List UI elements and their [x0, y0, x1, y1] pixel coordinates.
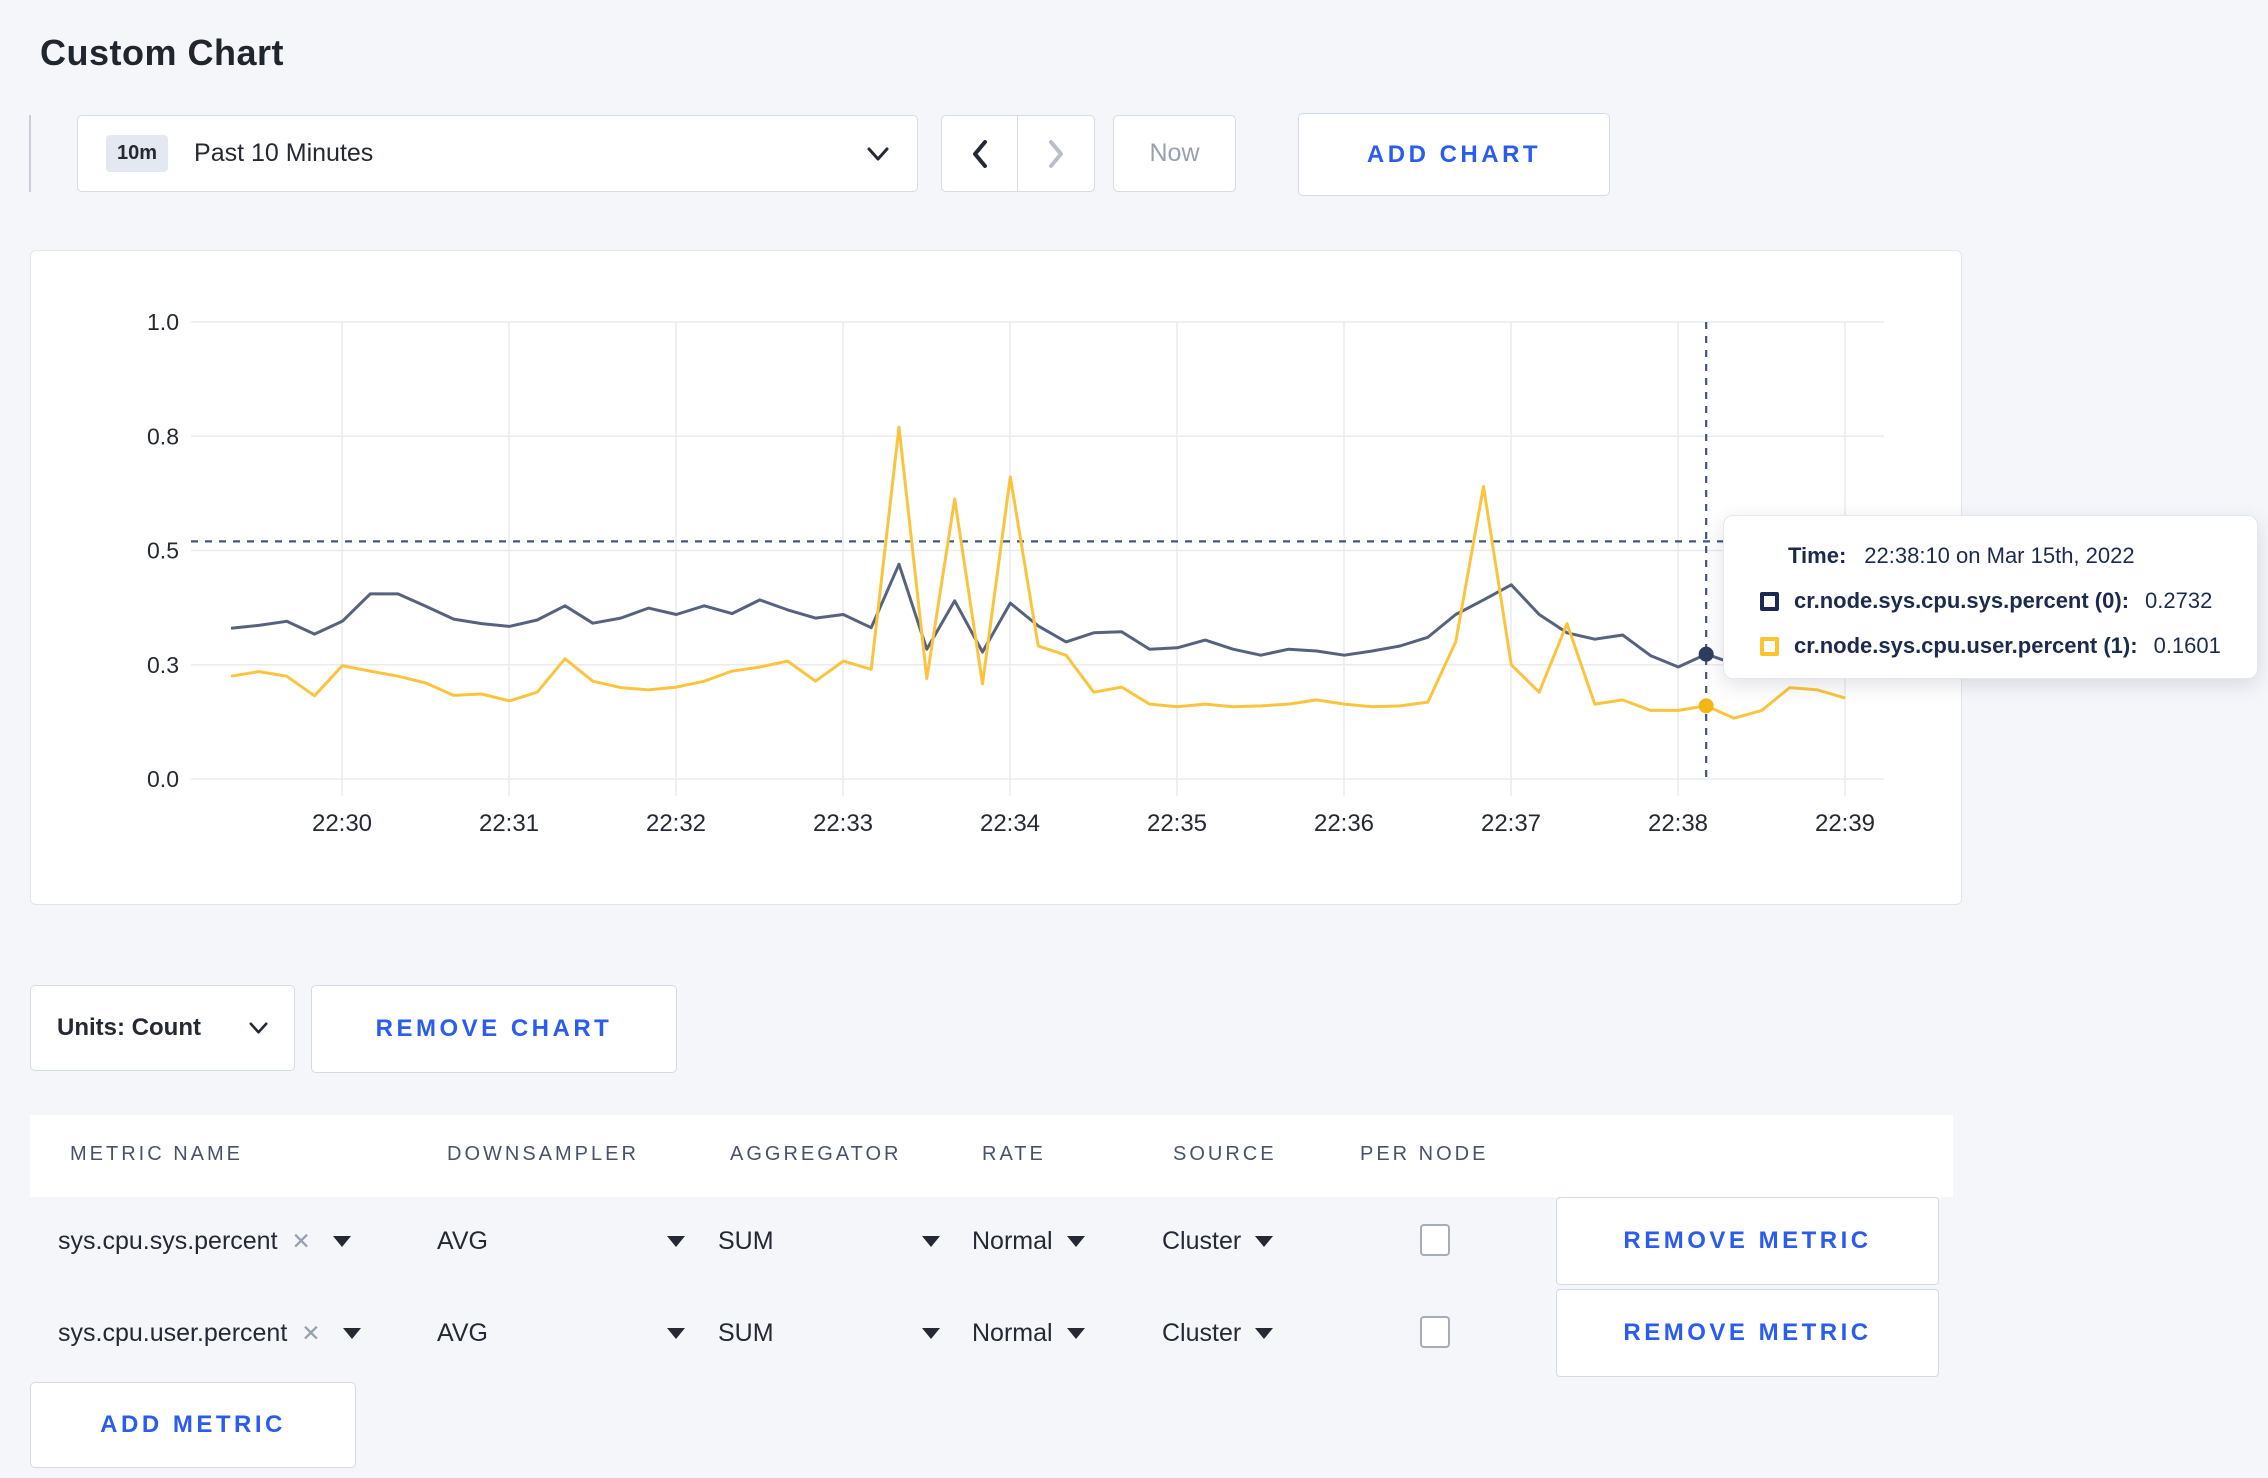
chevron-down-icon — [867, 147, 889, 160]
downsampler-select[interactable]: AVG — [437, 1197, 685, 1285]
time-pager — [941, 115, 1095, 192]
chevron-right-icon — [1049, 139, 1063, 168]
svg-text:1.0: 1.0 — [147, 309, 179, 335]
dropdown-caret-icon — [1066, 1235, 1085, 1247]
svg-text:0.8: 0.8 — [147, 423, 179, 449]
svg-text:22:39: 22:39 — [1815, 810, 1875, 837]
chart-card: 0.0 0.3 0.5 0.8 1.0 22:30 22:31 22:32 22:33 22:34… — [30, 250, 2258, 906]
remove-metric-button[interactable]: REMOVE METRIC — [1556, 1197, 1939, 1285]
dropdown-caret-icon[interactable] — [342, 1327, 361, 1339]
svg-text:22:36: 22:36 — [1314, 810, 1374, 837]
per-node-checkbox[interactable] — [1420, 1224, 1450, 1256]
source-value: Cluster — [1162, 1226, 1242, 1255]
svg-text:22:30: 22:30 — [312, 810, 372, 837]
units-label: Units: Count — [57, 1014, 201, 1041]
svg-text:22:33: 22:33 — [813, 810, 873, 837]
downsampler-select[interactable]: AVG — [437, 1289, 685, 1377]
remove-metric-label: REMOVE METRIC — [1623, 1319, 1872, 1346]
svg-text:22:34: 22:34 — [980, 810, 1040, 837]
aggregator-select[interactable]: SUM — [718, 1197, 940, 1285]
dropdown-caret-icon — [922, 1235, 940, 1247]
sys-series-swatch-icon — [1760, 591, 1779, 611]
column-header-aggregator: AGGREGATOR — [730, 1143, 902, 1165]
svg-text:22:38: 22:38 — [1648, 810, 1708, 837]
dropdown-caret-icon — [667, 1327, 685, 1339]
tooltip-time-label: Time: — [1788, 543, 1847, 568]
downsampler-value: AVG — [437, 1226, 488, 1255]
page-title: Custom Chart — [40, 32, 285, 74]
rate-select[interactable]: Normal — [972, 1289, 1085, 1377]
remove-chart-button[interactable]: REMOVE CHART — [311, 985, 677, 1073]
add-chart-button[interactable]: ADD CHART — [1298, 113, 1610, 196]
rate-select[interactable]: Normal — [972, 1197, 1085, 1285]
tooltip-series-value: 0.2732 — [2145, 588, 2213, 613]
dropdown-caret-icon — [922, 1327, 940, 1339]
aggregator-value: SUM — [718, 1318, 774, 1347]
dropdown-caret-icon — [1255, 1235, 1274, 1247]
svg-text:22:37: 22:37 — [1481, 810, 1541, 837]
svg-text:22:31: 22:31 — [479, 810, 539, 837]
units-dropdown[interactable]: Units: Count — [30, 985, 295, 1071]
svg-text:0.0: 0.0 — [147, 766, 179, 792]
tooltip-series-row: cr.node.sys.cpu.user.percent (1): 0.1601 — [1760, 630, 2257, 662]
tooltip-series-label: cr.node.sys.cpu.sys.percent (0): — [1794, 588, 2130, 613]
custom-chart-canvas[interactable]: 0.0 0.3 0.5 0.8 1.0 22:30 22:31 22:32 22:33 22:34… — [31, 251, 1963, 906]
metric-row: sys.cpu.sys.percent ✕ AVG SUM Normal Clu… — [30, 1197, 1962, 1285]
rate-value: Normal — [972, 1226, 1053, 1255]
chart-hover-tooltip: Time: 22:38:10 on Mar 15th, 2022 cr.node… — [1723, 515, 2258, 679]
source-select[interactable]: Cluster — [1162, 1197, 1274, 1285]
remove-metric-label: REMOVE METRIC — [1623, 1227, 1872, 1254]
source-value: Cluster — [1162, 1318, 1242, 1347]
column-header-rate: RATE — [982, 1143, 1046, 1165]
metrics-table-header: METRIC NAME DOWNSAMPLER AGGREGATOR RATE … — [30, 1115, 1953, 1197]
metric-row: sys.cpu.user.percent ✕ AVG SUM Normal Cl… — [30, 1289, 1962, 1377]
dropdown-caret-icon — [1255, 1327, 1274, 1339]
svg-text:22:35: 22:35 — [1147, 810, 1207, 837]
metric-name-value: sys.cpu.sys.percent — [58, 1226, 278, 1255]
tooltip-series-value: 0.1601 — [2153, 633, 2221, 658]
dropdown-caret-icon — [1066, 1327, 1085, 1339]
metric-name-combobox[interactable]: sys.cpu.sys.percent ✕ — [58, 1197, 410, 1285]
metrics-rows: sys.cpu.sys.percent ✕ AVG SUM Normal Clu… — [30, 1197, 1962, 1381]
next-time-button[interactable] — [1018, 115, 1095, 192]
downsampler-value: AVG — [437, 1318, 488, 1347]
tooltip-time-row: Time: 22:38:10 on Mar 15th, 2022 — [1760, 540, 2257, 572]
chevron-down-icon — [249, 1022, 268, 1034]
dropdown-caret-icon — [667, 1235, 685, 1247]
column-header-metric-name: METRIC NAME — [70, 1143, 243, 1165]
svg-text:22:32: 22:32 — [646, 810, 706, 837]
now-button[interactable]: Now — [1113, 115, 1236, 192]
clear-metric-icon[interactable]: ✕ — [301, 1319, 321, 1346]
source-select[interactable]: Cluster — [1162, 1289, 1274, 1377]
aggregator-select[interactable]: SUM — [718, 1289, 940, 1377]
per-node-checkbox[interactable] — [1420, 1316, 1450, 1348]
aggregator-value: SUM — [718, 1226, 774, 1255]
time-window-badge: 10m — [106, 135, 169, 172]
svg-text:0.3: 0.3 — [147, 652, 179, 678]
tooltip-time-value: 22:38:10 on Mar 15th, 2022 — [1864, 543, 2135, 568]
svg-text:0.5: 0.5 — [147, 538, 179, 564]
metric-name-combobox[interactable]: sys.cpu.user.percent ✕ — [58, 1289, 410, 1377]
time-window-label: Past 10 Minutes — [194, 139, 374, 167]
time-range-dropdown[interactable]: 10m Past 10 Minutes — [77, 115, 918, 192]
tooltip-series-label: cr.node.sys.cpu.user.percent (1): — [1794, 633, 2138, 658]
user-series-swatch-icon — [1760, 636, 1779, 656]
dropdown-caret-icon[interactable] — [332, 1235, 351, 1247]
metric-name-value: sys.cpu.user.percent — [58, 1318, 288, 1347]
toolbar-divider — [29, 115, 31, 192]
tooltip-series-row: cr.node.sys.cpu.sys.percent (0): 0.2732 — [1760, 585, 2257, 617]
column-header-per-node: PER NODE — [1360, 1143, 1489, 1165]
chevron-left-icon — [972, 139, 987, 168]
add-metric-button[interactable]: ADD METRIC — [30, 1382, 356, 1468]
clear-metric-icon[interactable]: ✕ — [291, 1227, 311, 1254]
rate-value: Normal — [972, 1318, 1053, 1347]
remove-metric-button[interactable]: REMOVE METRIC — [1556, 1289, 1939, 1377]
column-header-source: SOURCE — [1173, 1143, 1277, 1165]
column-header-downsampler: DOWNSAMPLER — [447, 1143, 639, 1165]
prev-time-button[interactable] — [941, 115, 1018, 192]
